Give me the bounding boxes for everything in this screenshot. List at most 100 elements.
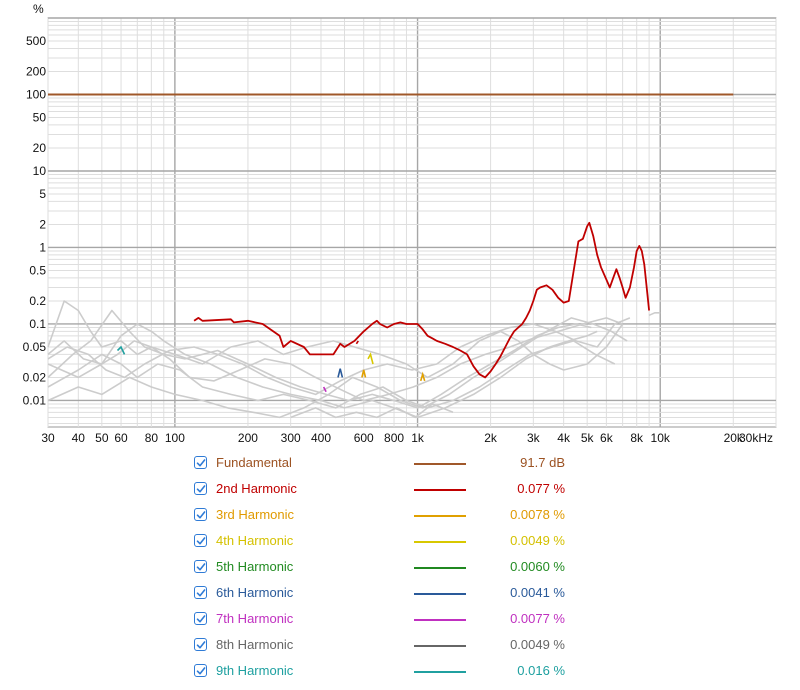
y-tick-label: 0.02 (23, 370, 47, 384)
x-tick-label: 200 (238, 431, 258, 445)
noise-trace (47, 317, 628, 419)
legend-swatch-line (414, 593, 466, 595)
x-tick-label: 8k (630, 431, 644, 445)
legend-swatch-line (414, 567, 466, 569)
legend-label: 4th Harmonic (216, 533, 294, 548)
y-tick-label: 5 (39, 187, 46, 201)
legend-label: 6th Harmonic (216, 585, 294, 600)
harmonic-fragment (337, 368, 344, 378)
y-tick-label: 200 (26, 64, 46, 78)
legend-swatch-line (414, 541, 466, 543)
legend-value: 91.7 dB (520, 455, 565, 470)
legend-checkbox[interactable] (194, 534, 207, 547)
y-tick-label: 1 (39, 240, 46, 254)
harmonic-fragments (116, 340, 426, 393)
x-tick-label: 30 (41, 431, 55, 445)
y-tick-label: 50 (33, 111, 47, 125)
legend-label: 5th Harmonic (216, 559, 294, 574)
y-tick-label: 2 (39, 217, 46, 231)
legend-swatch-line (414, 515, 466, 517)
legend-checkbox[interactable] (194, 560, 207, 573)
legend-label: 7th Harmonic (216, 611, 294, 626)
noise-traces (47, 300, 661, 419)
legend-label: 3rd Harmonic (216, 507, 295, 522)
x-tick-label: 2k (484, 431, 498, 445)
legend-item-9th-harmonic: 9th Harmonic 0.016 % (194, 660, 594, 686)
checkmark-icon (196, 485, 206, 493)
legend-value: 0.0049 % (510, 637, 565, 652)
legend-value: 0.077 % (517, 481, 565, 496)
legend-swatch-line (414, 671, 466, 673)
legend-swatch-line (414, 489, 466, 491)
x-tick-label: 40 (72, 431, 86, 445)
legend-label: 2nd Harmonic (216, 481, 297, 496)
x-tick-label: 1k (411, 431, 425, 445)
harmonic-fragment (355, 340, 359, 345)
y-tick-label: 0.05 (23, 340, 47, 354)
x-tick-label: 50 (95, 431, 109, 445)
checkmark-icon (196, 589, 206, 597)
checkmark-icon (196, 641, 206, 649)
legend-value: 0.0041 % (510, 585, 565, 600)
y-tick-label: 0.2 (29, 294, 46, 308)
legend-swatch-line (414, 463, 466, 465)
x-tick-label: 800 (384, 431, 404, 445)
y-tick-label: 10 (33, 164, 47, 178)
legend-item-fundamental: Fundamental 91.7 dB (194, 452, 594, 478)
legend-checkbox[interactable] (194, 586, 207, 599)
x-tick-label: 400 (311, 431, 331, 445)
legend-item-2nd-harmonic: 2nd Harmonic 0.077 % (194, 478, 594, 504)
legend-swatch-line (414, 619, 466, 621)
legend-item-6th-harmonic: 6th Harmonic 0.0041 % (194, 582, 594, 608)
legend-item-5th-harmonic: 5th Harmonic 0.0060 % (194, 556, 594, 582)
y-tick-label: 100 (26, 87, 46, 101)
noise-trace (47, 309, 592, 409)
x-tick-label: 600 (354, 431, 374, 445)
checkmark-icon (196, 459, 206, 467)
x-tick-label: 10k (651, 431, 671, 445)
legend-checkbox[interactable] (194, 508, 207, 521)
legend-label: 9th Harmonic (216, 663, 294, 678)
harmonic-fragment (322, 386, 327, 393)
y-tick-label: 0.01 (23, 393, 47, 407)
x-tick-label: 30kHz (739, 431, 773, 445)
checkmark-icon (196, 511, 206, 519)
noise-trace (47, 340, 616, 409)
legend-swatch-line (414, 645, 466, 647)
legend-value: 0.016 % (517, 663, 565, 678)
x-tick-label: 5k (581, 431, 595, 445)
legend-checkbox[interactable] (194, 612, 207, 625)
legend-value: 0.0078 % (510, 507, 565, 522)
legend-checkbox[interactable] (194, 664, 207, 677)
2nd-harmonic-line (193, 221, 650, 379)
legend-checkbox[interactable] (194, 638, 207, 651)
x-tick-label: 3k (527, 431, 541, 445)
legend-value: 0.0060 % (510, 559, 565, 574)
legend-label: Fundamental (216, 455, 292, 470)
harmonic-fragment (367, 352, 374, 365)
x-tick-label: 100 (165, 431, 185, 445)
x-tick-label: 60 (114, 431, 128, 445)
noise-trace (47, 317, 631, 396)
noise-trace (47, 323, 598, 419)
x-tick-label: 6k (600, 431, 614, 445)
checkmark-icon (196, 615, 206, 623)
checkmark-icon (196, 667, 206, 675)
chart-legend: Fundamental 91.7 dB 2nd Harmonic 0.077 % 3rd… (194, 452, 594, 686)
legend-value: 0.0049 % (510, 533, 565, 548)
harmonic-fragment (116, 345, 126, 355)
legend-item-4th-harmonic: 4th Harmonic 0.0049 % (194, 530, 594, 556)
x-tick-labels: 30 40 50 60 80 100 200 300 400 600 800 1k 2k 3k 4k 5k 6k… (41, 431, 773, 445)
legend-checkbox[interactable] (194, 482, 207, 495)
noise-trace (47, 300, 624, 379)
legend-label: 8th Harmonic (216, 637, 294, 652)
y-tick-label: 500 (26, 34, 46, 48)
y-tick-label: 0.1 (29, 317, 46, 331)
harmonic-distortion-chart: % 500 200 100 50 20 10 5 2 1 0.5 0.2 0.1 0.05 0.02 0.0… (23, 2, 777, 445)
x-tick-label: 4k (557, 431, 571, 445)
y-axis-unit-label: % (33, 2, 44, 16)
legend-item-8th-harmonic: 8th Harmonic 0.0049 % (194, 634, 594, 660)
legend-checkbox[interactable] (194, 456, 207, 469)
checkmark-icon (196, 537, 206, 545)
series-lines (48, 93, 734, 379)
